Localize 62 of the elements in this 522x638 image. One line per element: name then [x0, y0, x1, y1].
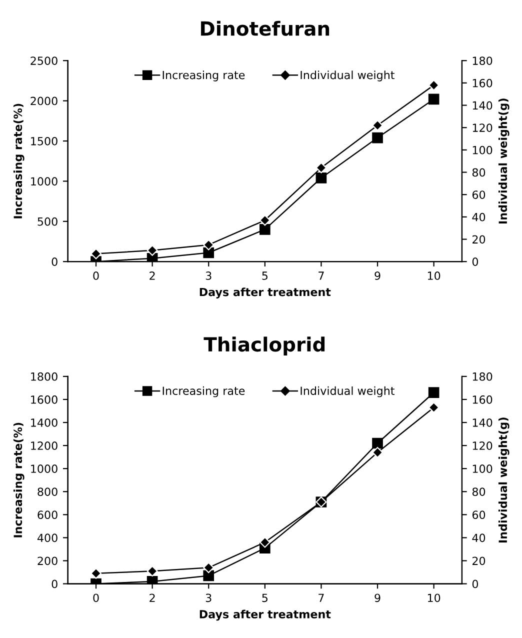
- legend-label: Individual weight: [300, 70, 394, 82]
- y2-tick-label: 140: [472, 418, 492, 427]
- y2-tick-label: 40: [472, 534, 486, 542]
- y2-axis-title: Individual weight(g): [498, 418, 510, 542]
- x-tick-label: 9: [374, 594, 380, 602]
- y-tick-label: 200: [38, 556, 58, 566]
- x-tick-label: 2: [150, 594, 155, 602]
- legend-label: Individual weight: [300, 386, 394, 398]
- y-tick-label: 1400: [31, 418, 58, 427]
- y2-tick-label: 160: [472, 78, 492, 88]
- y-tick-label: 1000: [31, 464, 58, 473]
- x-axis-title: Days after treatment: [200, 288, 331, 298]
- y2-tick-label: 180: [472, 372, 492, 381]
- y2-tick-label: 20: [472, 235, 486, 244]
- y-tick-label: 400: [37, 534, 58, 542]
- x-tick-label: 10: [428, 594, 440, 602]
- y-tick-label: 1600: [31, 395, 58, 404]
- x-tick-label: 3: [206, 272, 212, 280]
- y-tick-label: 1800: [31, 372, 58, 381]
- y2-tick-label: 120: [472, 124, 492, 132]
- y2-tick-label: 80: [472, 488, 486, 496]
- x-tick-label: 7: [318, 272, 324, 280]
- x-tick-label: 2: [150, 272, 155, 280]
- x-tick-label: 5: [262, 594, 268, 602]
- legend-label: Increasing rate: [162, 386, 245, 398]
- x-tick-label: 10: [428, 272, 440, 280]
- y2-tick-label: 40: [472, 212, 486, 222]
- y2-tick-label: 0: [472, 258, 478, 266]
- y2-axis-title: Individual weight(g): [498, 98, 510, 224]
- x-tick-label: 5: [262, 272, 268, 280]
- y-tick-label: 1200: [31, 442, 58, 450]
- y-tick-label: 0: [52, 580, 58, 588]
- x-tick-label: 0: [93, 594, 99, 602]
- legend-label: Increasing rate: [162, 70, 245, 82]
- y2-tick-label: 140: [472, 101, 492, 110]
- x-axis-title: Days after treatment: [200, 610, 331, 621]
- y2-tick-label: 20: [472, 556, 486, 566]
- y-tick-label: 800: [38, 488, 58, 496]
- y2-tick-label: 100: [472, 146, 492, 154]
- chart-title: Dinotefuran: [201, 20, 330, 36]
- x-tick-label: 9: [374, 272, 380, 280]
- y-tick-label: 500: [38, 217, 58, 226]
- y-axis-title: Increasing rate(%): [13, 422, 24, 538]
- y-tick-label: 0: [52, 258, 58, 266]
- x-tick-label: 0: [93, 272, 99, 280]
- y2-tick-label: 100: [472, 464, 492, 473]
- y2-tick-label: 160: [472, 395, 492, 404]
- y2-tick-label: 60: [472, 190, 486, 199]
- y-tick-label: 1000: [31, 177, 58, 186]
- x-tick-label: 7: [318, 594, 324, 602]
- y-tick-label: 2000: [30, 96, 58, 106]
- y2-tick-label: 180: [472, 56, 492, 65]
- y-tick-label: 1500: [31, 136, 58, 146]
- chart-title: Thiacloprid: [204, 336, 325, 356]
- y2-tick-label: 0: [472, 580, 478, 588]
- y2-tick-label: 120: [472, 442, 492, 450]
- y2-tick-label: 60: [472, 510, 486, 520]
- y2-tick-label: 80: [472, 168, 486, 177]
- y-tick-label: 600: [38, 510, 58, 520]
- y-tick-label: 2500: [30, 56, 58, 65]
- y-axis-title: Increasing rate(%): [13, 104, 24, 218]
- x-tick-label: 3: [206, 594, 212, 602]
